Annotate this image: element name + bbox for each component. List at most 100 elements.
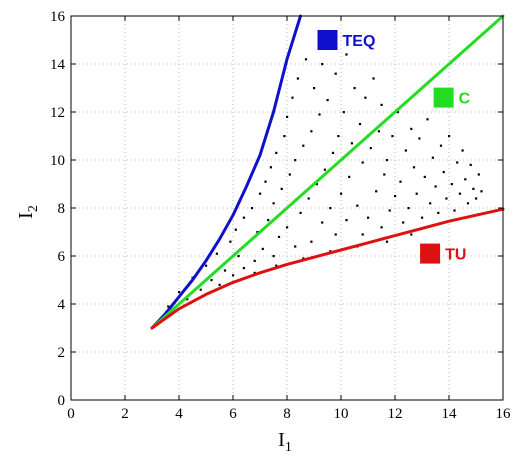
legend-label-teq: TEQ [343, 33, 376, 50]
y-axis-title-group: I2 [15, 205, 41, 219]
y-tick-label: 4 [58, 297, 66, 313]
data-point [391, 135, 394, 138]
data-point [310, 240, 313, 243]
curve-teq [150, 14, 302, 330]
data-point [477, 173, 480, 176]
data-point [307, 197, 310, 200]
curve-tu [150, 207, 505, 330]
legend-swatch-tu [420, 243, 441, 264]
data-point [385, 159, 389, 162]
data-point [453, 209, 456, 212]
data-point [442, 171, 445, 174]
data-point [334, 72, 337, 75]
data-point [215, 252, 218, 255]
data-point [358, 123, 362, 126]
data-point [313, 87, 316, 90]
data-point [399, 180, 402, 183]
data-point [364, 96, 367, 99]
data-point [345, 53, 348, 56]
data-point [385, 240, 389, 243]
data-point [291, 96, 294, 99]
data-point [404, 149, 407, 152]
data-point [329, 207, 332, 210]
y-tick-label: 2 [58, 345, 66, 361]
legend: TEQ C TU [317, 30, 471, 264]
curve-c [150, 14, 505, 330]
data-point [269, 166, 272, 169]
x-tick-label: 10 [334, 406, 349, 422]
data-point [340, 192, 343, 195]
data-point [286, 115, 289, 118]
data-point [264, 180, 267, 183]
data-point [250, 207, 254, 210]
data-point [348, 175, 351, 178]
data-point [410, 127, 413, 130]
legend-label-tu: TU [445, 247, 466, 264]
data-point [450, 183, 453, 186]
data-point [475, 197, 478, 200]
data-point [421, 216, 424, 219]
data-point [396, 111, 399, 114]
data-point [310, 130, 313, 133]
x-tick-label: 6 [229, 406, 237, 422]
y-tick-label: 12 [50, 105, 65, 121]
y-tick-label: 10 [50, 153, 65, 169]
data-point [431, 156, 434, 159]
data-point [267, 219, 270, 222]
x-axis-title-main: I [278, 429, 285, 451]
data-point [372, 77, 375, 80]
data-point [167, 305, 170, 308]
data-point [296, 77, 299, 80]
data-point [280, 187, 283, 190]
data-point [315, 183, 318, 186]
data-point [337, 135, 340, 138]
data-point [199, 288, 202, 291]
y-axis-title-subscript: 2 [26, 205, 41, 212]
data-point [439, 144, 443, 147]
data-point [275, 264, 278, 267]
data-point [232, 274, 235, 277]
data-point [302, 257, 305, 260]
data-point [205, 264, 208, 267]
legend-swatch-teq [317, 30, 338, 50]
data-point [272, 202, 275, 205]
data-point [375, 190, 378, 193]
data-point [380, 226, 383, 229]
data-point [329, 250, 332, 253]
data-point [318, 113, 321, 116]
curves [150, 14, 505, 330]
data-point [218, 283, 221, 286]
data-point [323, 168, 326, 171]
y-axis-title-main: I [15, 212, 37, 219]
axis-ticks: 0 2 4 6 8 10 12 14 16 0 2 4 6 8 10 12 14 16 [50, 9, 511, 422]
legend-label-c: C [459, 91, 471, 108]
x-axis-title-subscript: 1 [285, 440, 292, 455]
data-point [259, 192, 262, 195]
scatter-points [167, 53, 483, 308]
data-point [458, 192, 461, 195]
data-point [445, 197, 448, 200]
data-point [321, 221, 324, 224]
data-point [277, 235, 281, 238]
data-point [275, 151, 278, 154]
data-point [388, 209, 391, 212]
data-point [299, 211, 302, 214]
data-point [210, 279, 213, 282]
y-tick-label: 0 [58, 393, 66, 409]
data-point [383, 173, 386, 176]
data-point [402, 221, 405, 224]
data-point [480, 190, 483, 193]
data-point [334, 233, 337, 236]
y-tick-label: 14 [50, 57, 66, 73]
data-point [472, 187, 475, 190]
data-point [294, 159, 297, 162]
data-point [461, 149, 464, 152]
data-point [331, 151, 335, 154]
data-point [415, 192, 418, 195]
data-point [456, 161, 459, 164]
data-point [261, 247, 264, 250]
data-point [407, 207, 410, 210]
data-point [448, 135, 451, 138]
data-point [242, 267, 245, 270]
